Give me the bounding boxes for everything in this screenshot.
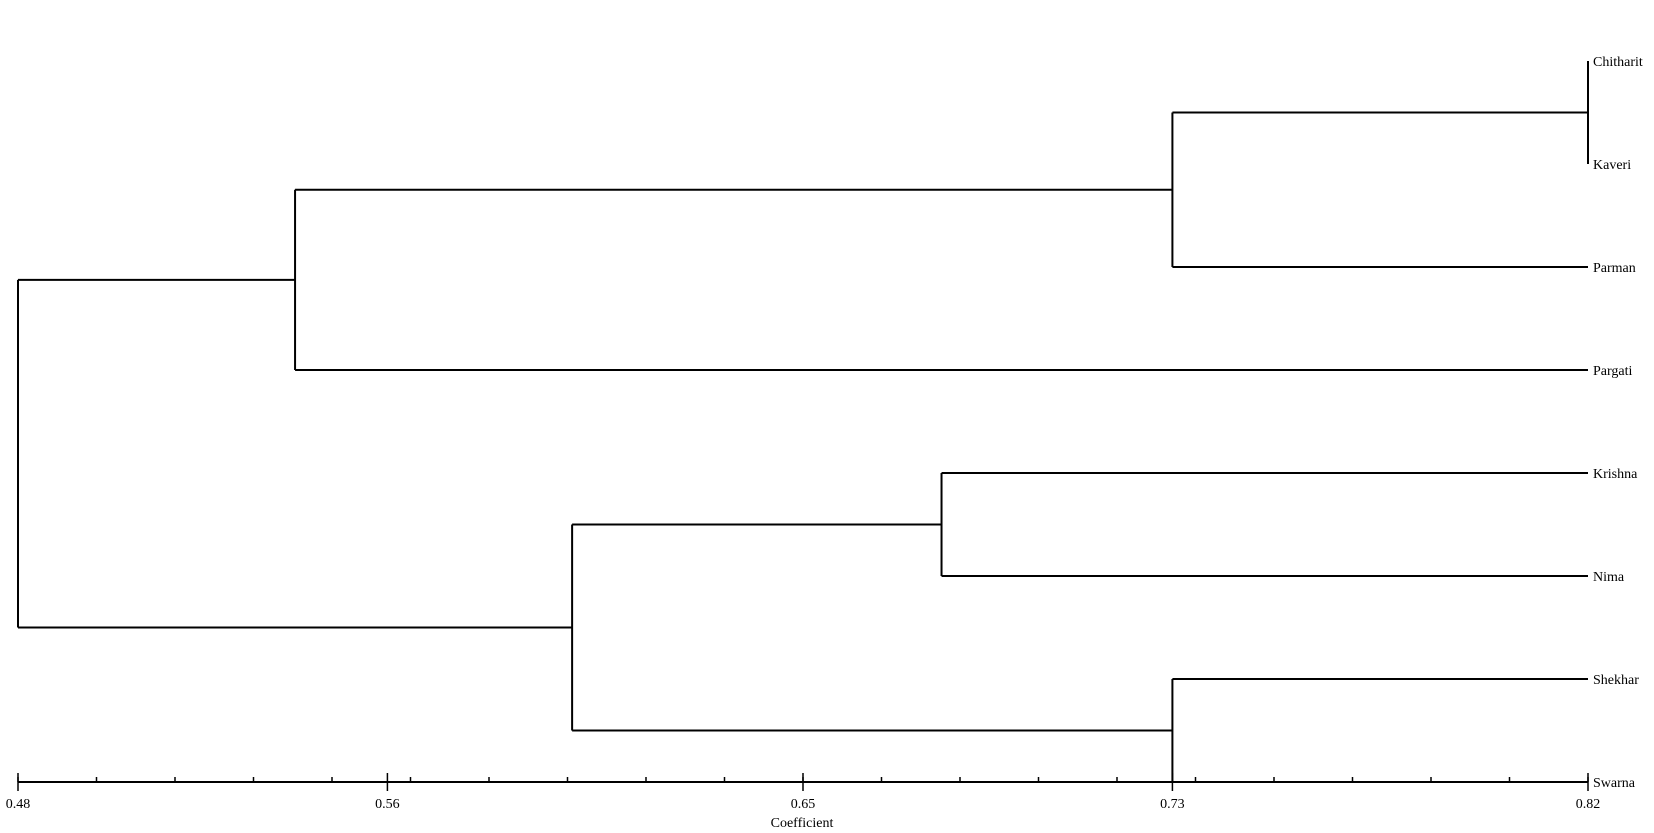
tick-label: 0.56 <box>375 797 400 812</box>
tick-label: 0.48 <box>6 797 31 812</box>
leaf-label-swarna: Swarna <box>1593 776 1636 791</box>
leaf-label-chitharit: Chitharit <box>1593 55 1643 70</box>
tick-label: 0.73 <box>1160 797 1185 812</box>
leaf-labels: Chitharit Kaveri Parman Pargati Krishna Nima S… <box>1593 55 1643 791</box>
coefficient-axis: 0.48 0.56 0.65 0.73 0.82 Coefficient <box>6 773 1601 831</box>
x-axis-title: Coefficient <box>771 816 834 831</box>
leaf-label-parman: Parman <box>1593 261 1636 276</box>
axis-ticks: 0.48 0.56 0.65 0.73 0.82 <box>6 773 1601 812</box>
leaf-label-pargati: Pargati <box>1593 364 1633 379</box>
leaf-label-krishna: Krishna <box>1593 467 1638 482</box>
leaf-label-shekhar: Shekhar <box>1593 673 1639 688</box>
tick-label: 0.65 <box>791 797 816 812</box>
leaf-label-kaveri: Kaveri <box>1593 158 1631 173</box>
leaf-label-nima: Nima <box>1593 570 1625 585</box>
dendrogram-branches <box>17 61 1589 783</box>
tick-label: 0.82 <box>1576 797 1601 812</box>
